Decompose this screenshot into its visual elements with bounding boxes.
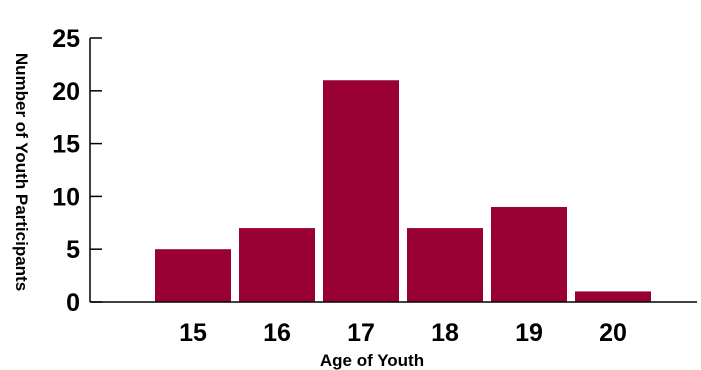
bar-17	[323, 80, 399, 303]
x-tick-label-18: 18	[431, 319, 459, 347]
bar-15	[155, 249, 231, 302]
y-axis-title: Number of Youth Participants	[12, 53, 31, 291]
bar-20	[575, 291, 651, 302]
x-tick-label-20: 20	[599, 319, 627, 347]
y-tick-label-15: 15	[52, 131, 80, 159]
bar-19	[491, 206, 567, 302]
y-ticks-group: 0 5 10 15 20 25	[52, 25, 102, 317]
bar-18	[407, 228, 483, 302]
y-tick-label-25: 25	[52, 25, 80, 53]
y-tick-label-5: 5	[66, 236, 80, 264]
x-tick-label-19: 19	[515, 319, 543, 347]
x-axis-title: Age of Youth	[320, 351, 424, 370]
x-tick-label-17: 17	[347, 319, 375, 347]
bars-group	[155, 80, 651, 303]
y-tick-label-20: 20	[52, 78, 80, 106]
bar-16	[239, 228, 315, 302]
y-tick-label-10: 10	[52, 183, 80, 211]
x-ticks-group: 15 16 17 18 19 20	[179, 319, 627, 347]
axes-group	[89, 38, 697, 303]
x-tick-label-15: 15	[179, 319, 207, 347]
y-tick-label-0: 0	[66, 289, 80, 317]
x-tick-label-16: 16	[263, 319, 291, 347]
